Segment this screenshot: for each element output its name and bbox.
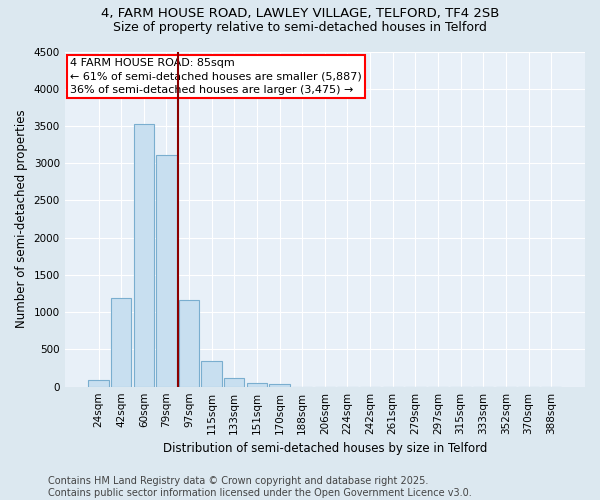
Bar	[134, 124, 154, 386]
Bar	[247, 382, 267, 386]
Bar	[156, 155, 176, 386]
Bar	[224, 378, 244, 386]
Bar	[111, 298, 131, 386]
Bar	[179, 300, 199, 386]
Bar	[269, 384, 290, 386]
Y-axis label: Number of semi-detached properties: Number of semi-detached properties	[15, 110, 28, 328]
Text: 4, FARM HOUSE ROAD, LAWLEY VILLAGE, TELFORD, TF4 2SB: 4, FARM HOUSE ROAD, LAWLEY VILLAGE, TELF…	[101, 8, 499, 20]
Text: Contains HM Land Registry data © Crown copyright and database right 2025.
Contai: Contains HM Land Registry data © Crown c…	[48, 476, 472, 498]
Bar	[202, 362, 222, 386]
Text: 4 FARM HOUSE ROAD: 85sqm
← 61% of semi-detached houses are smaller (5,887)
36% o: 4 FARM HOUSE ROAD: 85sqm ← 61% of semi-d…	[70, 58, 362, 94]
X-axis label: Distribution of semi-detached houses by size in Telford: Distribution of semi-detached houses by …	[163, 442, 487, 455]
Text: Size of property relative to semi-detached houses in Telford: Size of property relative to semi-detach…	[113, 21, 487, 34]
Bar	[88, 380, 109, 386]
